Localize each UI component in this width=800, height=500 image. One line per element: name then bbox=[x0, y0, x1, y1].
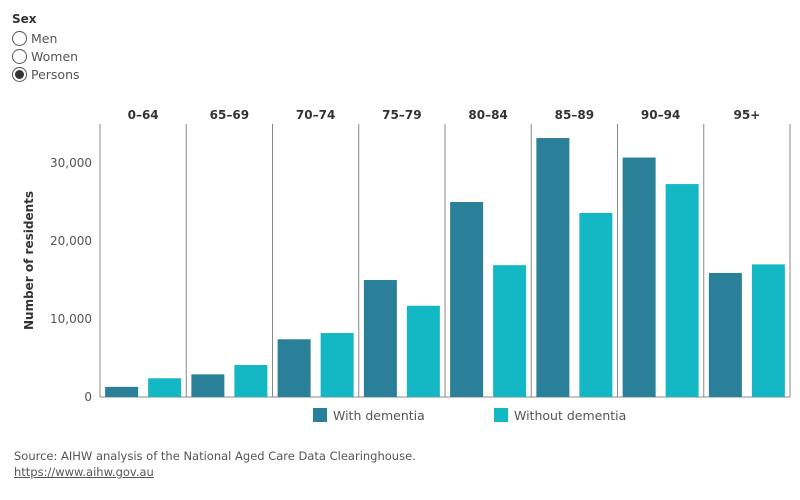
category-header: 75–79 bbox=[382, 108, 421, 122]
y-tick-label: 20,000 bbox=[50, 234, 92, 248]
y-tick-label: 30,000 bbox=[50, 156, 92, 170]
radio-label: Persons bbox=[31, 66, 80, 82]
radio-women[interactable]: Women bbox=[12, 47, 80, 65]
y-axis-title: Number of residents bbox=[22, 191, 36, 330]
bar-without-dementia bbox=[406, 305, 440, 397]
category-header: 90–94 bbox=[641, 108, 680, 122]
bar-without-dementia bbox=[579, 212, 613, 397]
category-header: 80–84 bbox=[468, 108, 507, 122]
legend-swatch bbox=[313, 408, 327, 422]
category-header: 95+ bbox=[733, 108, 760, 122]
bar-without-dementia bbox=[665, 184, 699, 397]
bar-with-dementia bbox=[708, 272, 742, 397]
bar-without-dementia bbox=[234, 365, 268, 397]
filter-title: Sex bbox=[12, 12, 37, 26]
bar-with-dementia bbox=[363, 280, 397, 397]
y-tick-label: 10,000 bbox=[50, 312, 92, 326]
source-note: Source: AIHW analysis of the National Ag… bbox=[14, 448, 416, 480]
bar-with-dementia bbox=[622, 157, 656, 397]
category-header: 70–74 bbox=[296, 108, 335, 122]
category-header: 85–89 bbox=[555, 108, 594, 122]
radio-circle-selected-icon[interactable] bbox=[12, 66, 27, 82]
bar-with-dementia bbox=[450, 202, 484, 397]
source-link[interactable]: https://www.aihw.gov.au bbox=[14, 465, 154, 479]
bar-without-dementia bbox=[751, 264, 785, 397]
bar-without-dementia bbox=[493, 265, 527, 397]
radio-men[interactable]: Men bbox=[12, 29, 80, 47]
legend-swatch bbox=[494, 408, 508, 422]
bar-without-dementia bbox=[320, 333, 354, 397]
bar-with-dementia bbox=[191, 374, 225, 397]
radio-label: Men bbox=[31, 30, 58, 46]
radio-dot-icon bbox=[15, 69, 24, 79]
category-header: 65–69 bbox=[210, 108, 249, 122]
legend-label: Without dementia bbox=[514, 408, 626, 423]
bar-without-dementia bbox=[148, 378, 182, 397]
source-text: Source: AIHW analysis of the National Ag… bbox=[14, 449, 416, 463]
radio-circle-icon[interactable] bbox=[12, 48, 27, 64]
legend-label: With dementia bbox=[333, 408, 425, 423]
radio-label: Women bbox=[31, 48, 79, 64]
sex-filter: Sex Men Women Persons bbox=[12, 12, 80, 83]
bar-with-dementia bbox=[536, 138, 570, 398]
category-header: 0–64 bbox=[128, 108, 159, 122]
radio-circle-icon[interactable] bbox=[12, 30, 27, 46]
y-tick-label: 0 bbox=[84, 390, 92, 404]
bar-with-dementia bbox=[277, 339, 311, 397]
radio-persons[interactable]: Persons bbox=[12, 65, 80, 83]
bar-with-dementia bbox=[105, 386, 139, 397]
